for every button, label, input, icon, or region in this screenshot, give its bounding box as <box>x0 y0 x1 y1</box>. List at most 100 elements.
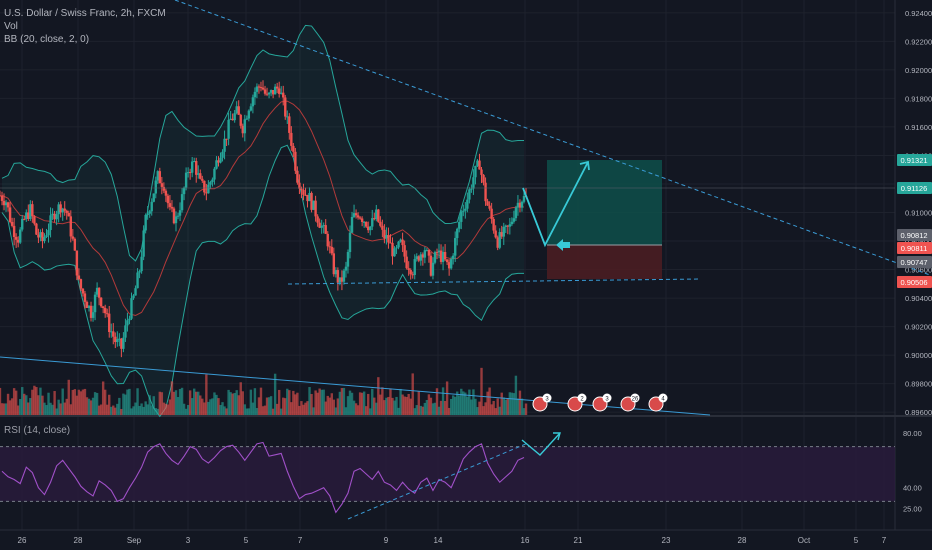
candle-body <box>435 252 439 254</box>
volume-bar <box>110 406 113 415</box>
volume-bar <box>217 398 220 415</box>
volume-bar <box>0 387 2 415</box>
candle-body <box>41 232 44 242</box>
price-tick-label: 0.90600 <box>905 266 932 275</box>
volume-bar <box>261 406 265 415</box>
volume-bar <box>362 391 366 415</box>
price-label-box <box>897 182 932 194</box>
candle-body <box>114 336 117 343</box>
volume-bar <box>209 399 212 415</box>
candle-body <box>221 151 224 158</box>
candle-body <box>356 215 360 218</box>
candle-body <box>280 92 283 94</box>
candle-body <box>193 161 196 163</box>
volume-bar <box>69 404 72 415</box>
volume-bar <box>233 393 236 415</box>
volume-bar <box>225 408 228 415</box>
candle-body <box>508 224 512 227</box>
volume-bar <box>411 373 414 415</box>
candle-body <box>322 225 325 227</box>
volume-bar <box>425 400 429 415</box>
candle-body <box>110 331 113 333</box>
event-count-dot <box>602 393 612 403</box>
volume-bar <box>27 402 30 415</box>
rsi-legend[interactable]: RSI (14, close) <box>4 425 71 436</box>
volume-bar <box>478 401 481 415</box>
volume-bar <box>231 393 234 415</box>
volume-bar <box>134 402 137 415</box>
candle-body <box>318 222 321 228</box>
candle-body <box>245 118 249 120</box>
candle-body <box>61 208 64 213</box>
candle-body <box>326 233 329 247</box>
candle-body <box>180 194 184 211</box>
volume-bar <box>99 404 103 415</box>
volume-bar <box>45 405 48 415</box>
volume-bar <box>320 389 323 415</box>
candle-body <box>310 192 313 210</box>
candle-body <box>122 337 125 349</box>
candle-body <box>10 221 14 226</box>
candle-body <box>31 204 34 217</box>
volume-bar <box>300 401 303 415</box>
candle-body <box>486 201 489 206</box>
volume-bar <box>156 408 159 415</box>
time-tick-label: 16 <box>521 536 530 545</box>
candle-body <box>207 184 210 194</box>
volume-bar <box>180 387 184 415</box>
candle-body <box>205 192 208 194</box>
volume-bar <box>468 389 471 415</box>
candle-body <box>148 211 151 214</box>
candle-body <box>504 225 507 227</box>
candle-body <box>421 254 425 258</box>
candle-body <box>433 252 437 263</box>
volume-bar <box>421 406 425 415</box>
volume-bar <box>197 391 200 415</box>
candle-body <box>405 256 408 269</box>
candle-body <box>6 202 10 208</box>
time-tick-label: 28 <box>738 536 747 545</box>
volume-legend[interactable]: Vol <box>4 21 18 32</box>
support-dashed-line <box>287 278 701 285</box>
candle-body <box>14 236 18 240</box>
candle-body <box>458 221 461 229</box>
candle-body <box>330 246 333 254</box>
volume-bar <box>203 402 206 415</box>
time-tick-label: 9 <box>384 536 389 545</box>
price-tick-label: 0.92200 <box>905 37 932 46</box>
volume-bar <box>71 389 75 415</box>
volume-bar <box>484 402 487 415</box>
event-count-dot <box>577 393 587 403</box>
candle-body <box>108 313 111 332</box>
volume-bar <box>184 408 188 415</box>
candle-body <box>340 277 344 282</box>
volume-bar <box>470 399 473 415</box>
volume-bar <box>138 405 141 415</box>
volume-bar <box>247 408 251 415</box>
volume-bar <box>114 407 117 415</box>
volume-bar <box>441 387 445 415</box>
symbol-legend[interactable]: U.S. Dollar / Swiss Franc, 2h, FXCM <box>4 8 166 19</box>
bollinger-legend[interactable]: BB (20, close, 2, 0) <box>4 34 90 45</box>
volume-bar <box>87 398 91 415</box>
candle-body <box>67 212 70 217</box>
volume-bar <box>132 406 135 415</box>
candle-body <box>328 246 331 248</box>
volume-bar <box>16 405 20 415</box>
candle-body <box>118 338 121 340</box>
volume-bar <box>492 400 495 415</box>
candle-body <box>431 262 435 276</box>
price-tick-label: 0.92400 <box>905 9 932 18</box>
candle-body <box>360 218 364 222</box>
volume-bar <box>464 392 467 415</box>
volume-bar <box>136 388 139 415</box>
candle-body <box>518 202 522 208</box>
volume-bar <box>255 408 259 415</box>
candle-body <box>292 145 295 152</box>
candle-body <box>97 287 101 298</box>
candle-body <box>393 248 396 257</box>
event-count-dot <box>630 393 640 403</box>
candle-body <box>342 270 346 282</box>
candle-body <box>16 239 20 243</box>
